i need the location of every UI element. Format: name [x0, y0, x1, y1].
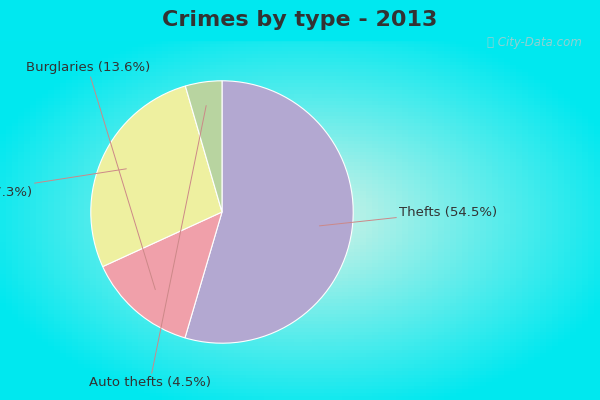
Wedge shape	[91, 86, 222, 267]
Wedge shape	[103, 212, 222, 338]
Wedge shape	[185, 81, 353, 343]
Text: Burglaries (13.6%): Burglaries (13.6%)	[26, 61, 155, 290]
Wedge shape	[185, 81, 222, 212]
Text: ⓘ City-Data.com: ⓘ City-Data.com	[487, 36, 582, 49]
Text: Auto thefts (4.5%): Auto thefts (4.5%)	[89, 106, 211, 389]
Text: Assaults (27.3%): Assaults (27.3%)	[0, 169, 127, 199]
Text: Thefts (54.5%): Thefts (54.5%)	[319, 206, 497, 226]
Bar	[0, 0, 600, 40]
Text: Crimes by type - 2013: Crimes by type - 2013	[163, 10, 437, 30]
